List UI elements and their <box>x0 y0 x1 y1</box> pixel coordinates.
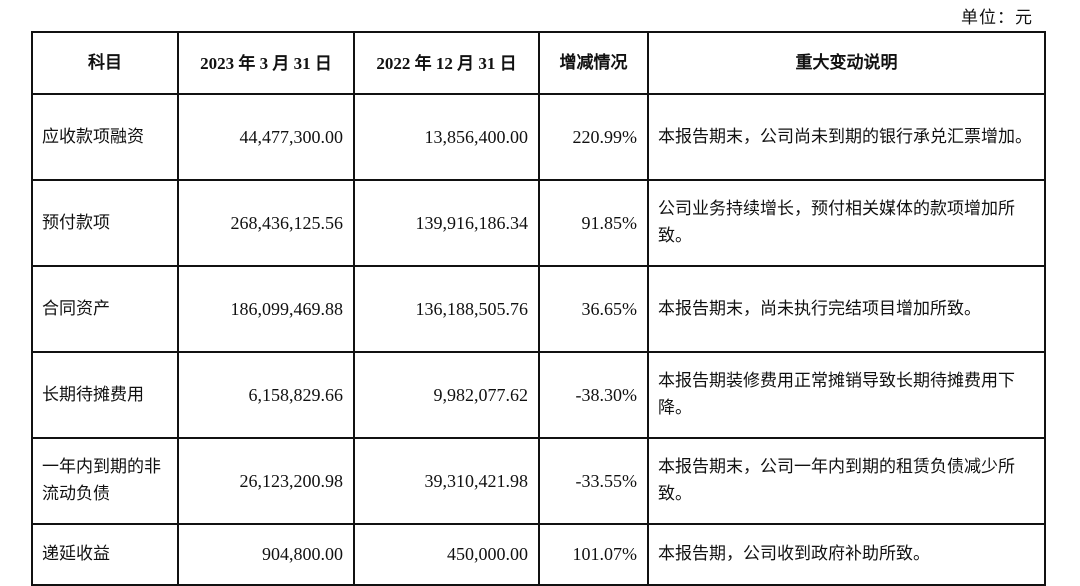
row-value-2023: 186,099,469.88 <box>177 265 355 353</box>
financial-change-table: 科目 2023 年 3 月 31 日 2022 年 12 月 31 日 增减情况… <box>31 31 1046 586</box>
unit-label: 单位：元 <box>961 8 1033 28</box>
row-change: 220.99% <box>538 93 649 181</box>
row-value-2022: 136,188,505.76 <box>353 265 540 353</box>
row-explanation: 本报告期末，公司一年内到期的租赁负债减少所致。 <box>647 437 1046 525</box>
header-date-2023: 2023 年 3 月 31 日 <box>177 31 355 95</box>
header-explanation: 重大变动说明 <box>647 31 1046 95</box>
row-item: 合同资产 <box>31 265 179 353</box>
row-change: 91.85% <box>538 179 649 267</box>
row-item: 递延收益 <box>31 523 179 586</box>
row-explanation: 公司业务持续增长，预付相关媒体的款项增加所致。 <box>647 179 1046 267</box>
row-explanation: 本报告期装修费用正常摊销导致长期待摊费用下降。 <box>647 351 1046 439</box>
row-value-2023: 6,158,829.66 <box>177 351 355 439</box>
table-row: 预付款项 268,436,125.56 139,916,186.34 91.85… <box>31 179 1046 267</box>
row-value-2022: 9,982,077.62 <box>353 351 540 439</box>
row-item: 预付款项 <box>31 179 179 267</box>
row-change: -38.30% <box>538 351 649 439</box>
header-change: 增减情况 <box>538 31 649 95</box>
table-row: 递延收益 904,800.00 450,000.00 101.07% 本报告期，… <box>31 523 1046 586</box>
row-change: 101.07% <box>538 523 649 586</box>
row-value-2023: 44,477,300.00 <box>177 93 355 181</box>
row-item: 一年内到期的非流动负债 <box>31 437 179 525</box>
row-value-2023: 904,800.00 <box>177 523 355 586</box>
row-value-2022: 450,000.00 <box>353 523 540 586</box>
table-row: 一年内到期的非流动负债 26,123,200.98 39,310,421.98 … <box>31 437 1046 525</box>
row-explanation: 本报告期，公司收到政府补助所致。 <box>647 523 1046 586</box>
row-value-2023: 26,123,200.98 <box>177 437 355 525</box>
row-change: -33.55% <box>538 437 649 525</box>
header-row: 科目 2023 年 3 月 31 日 2022 年 12 月 31 日 增减情况… <box>31 31 1046 95</box>
row-item: 长期待摊费用 <box>31 351 179 439</box>
table-row: 长期待摊费用 6,158,829.66 9,982,077.62 -38.30%… <box>31 351 1046 439</box>
table-row: 应收款项融资 44,477,300.00 13,856,400.00 220.9… <box>31 93 1046 181</box>
row-explanation: 本报告期末，尚未执行完结项目增加所致。 <box>647 265 1046 353</box>
row-value-2022: 13,856,400.00 <box>353 93 540 181</box>
row-explanation: 本报告期末，公司尚未到期的银行承兑汇票增加。 <box>647 93 1046 181</box>
table-row: 合同资产 186,099,469.88 136,188,505.76 36.65… <box>31 265 1046 353</box>
row-value-2022: 39,310,421.98 <box>353 437 540 525</box>
row-value-2023: 268,436,125.56 <box>177 179 355 267</box>
header-item: 科目 <box>31 31 179 95</box>
row-value-2022: 139,916,186.34 <box>353 179 540 267</box>
row-change: 36.65% <box>538 265 649 353</box>
row-item: 应收款项融资 <box>31 93 179 181</box>
header-date-2022: 2022 年 12 月 31 日 <box>353 31 540 95</box>
